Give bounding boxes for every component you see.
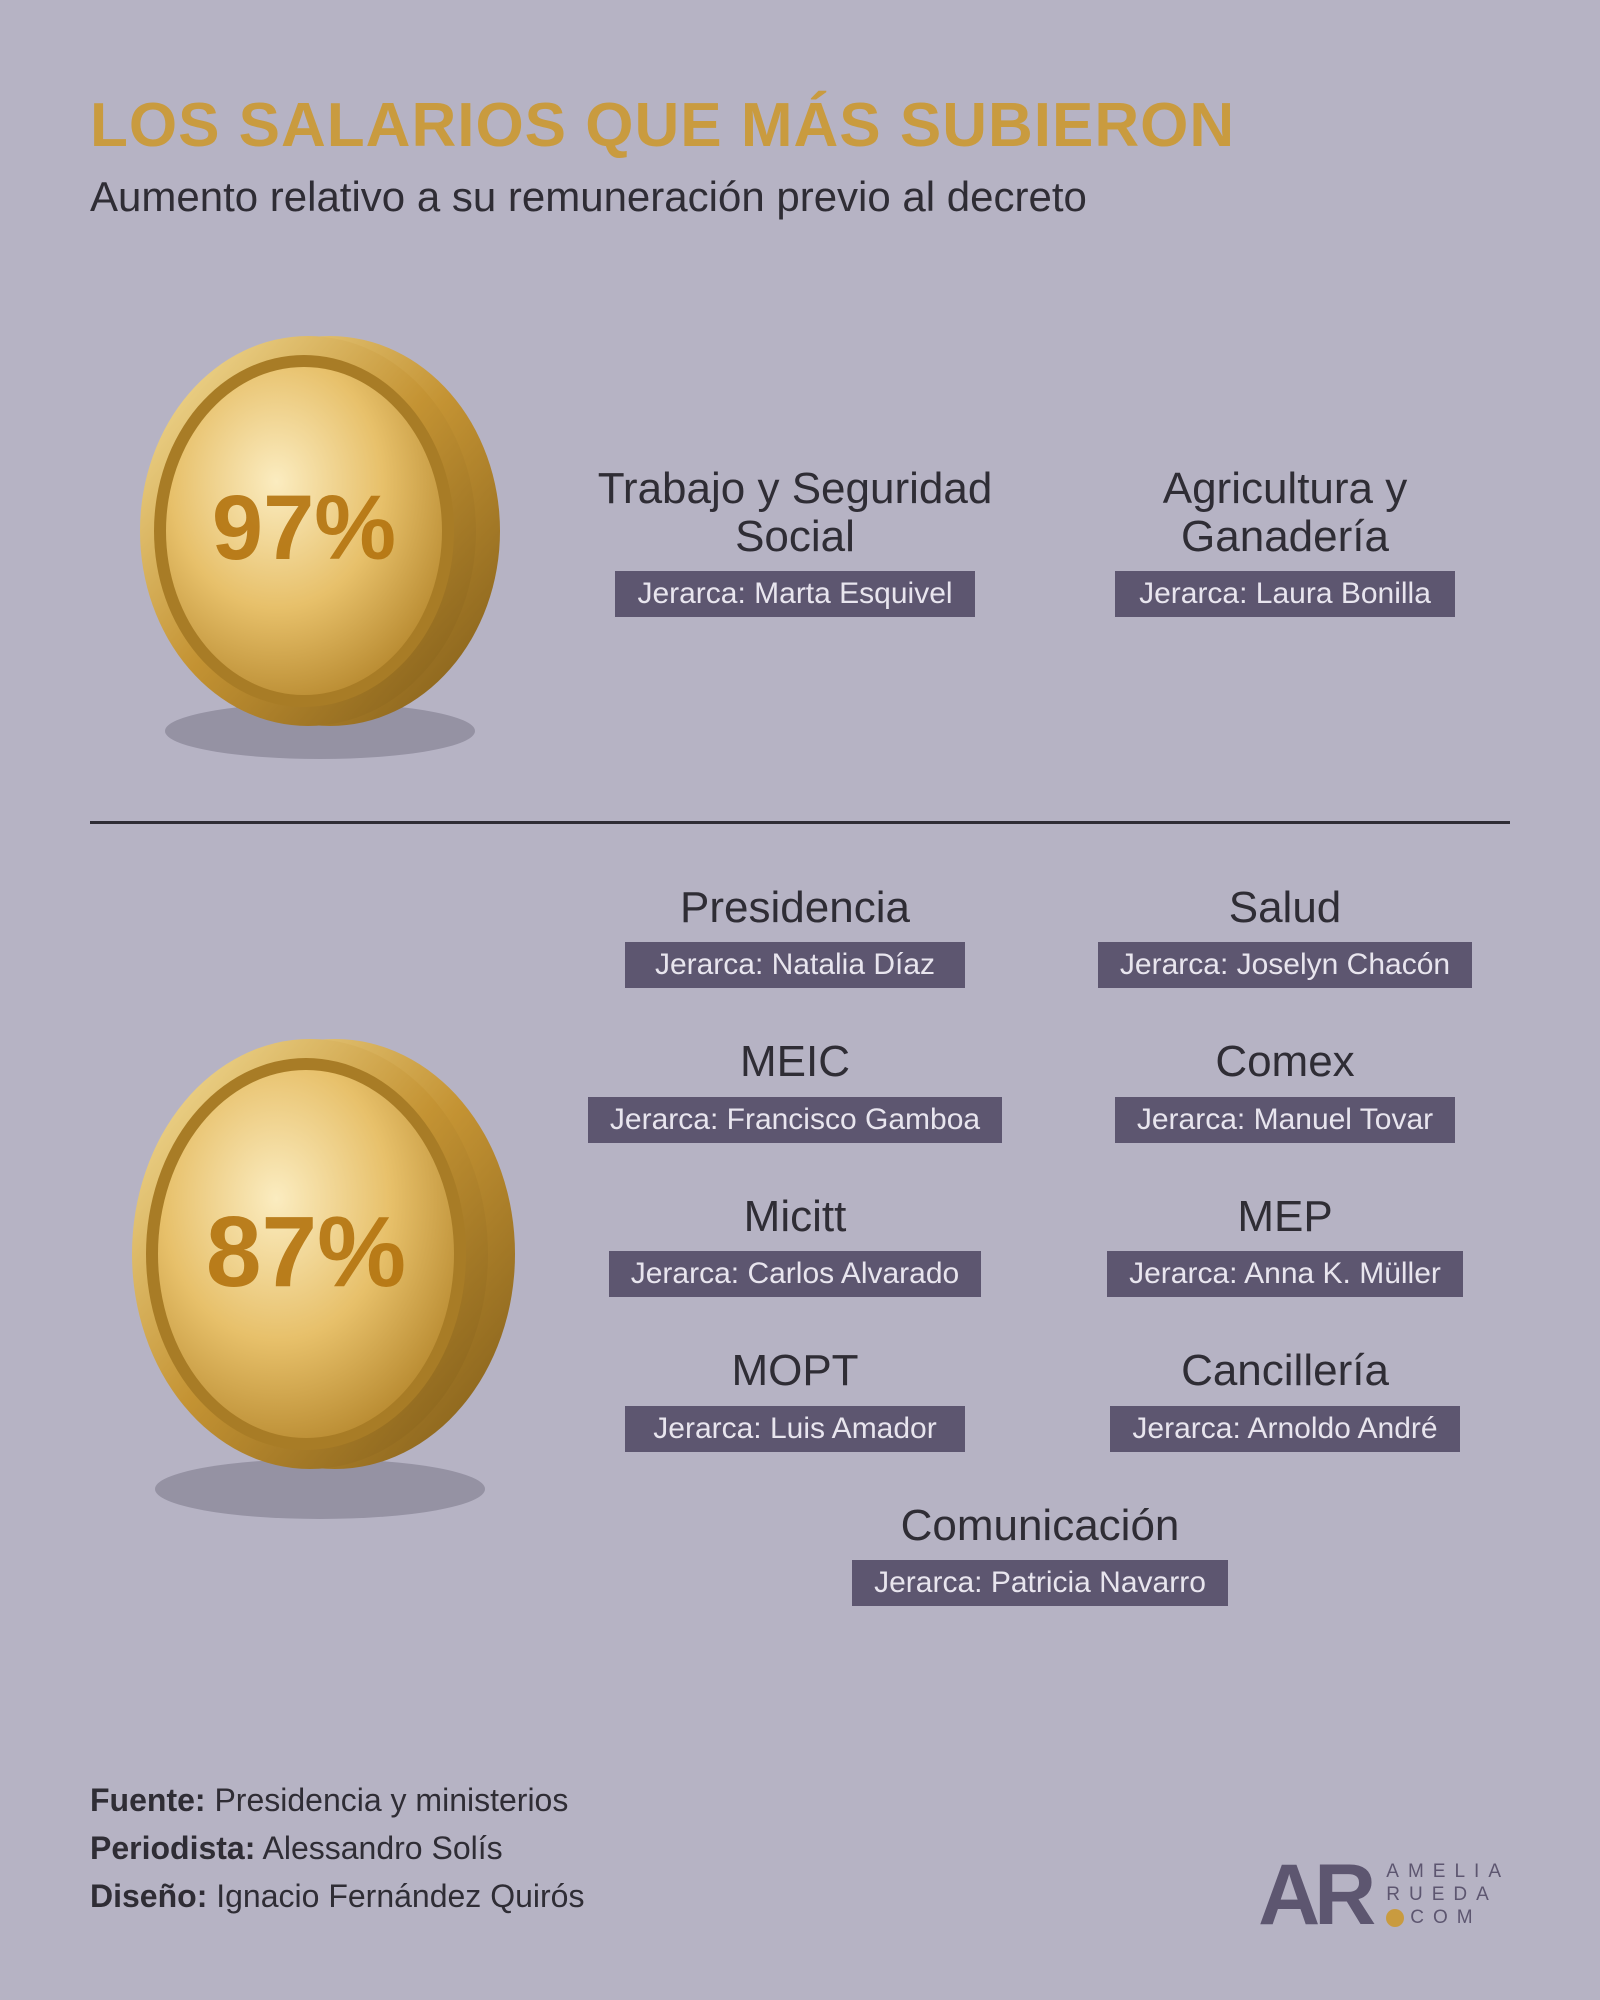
jerarca-tag: Jerarca: Marta Esquivel (615, 571, 974, 617)
jerarca-tag: Jerarca: Laura Bonilla (1115, 571, 1455, 617)
ministry-item: Comex Jerarca: Manuel Tovar (1060, 1038, 1510, 1142)
page-title: LOS SALARIOS QUE MÁS SUBIERON (90, 90, 1510, 161)
periodista-label: Periodista: (90, 1830, 255, 1866)
brand-line2: RUEDA (1386, 1884, 1510, 1907)
ministry-name: MEP (1060, 1193, 1510, 1241)
ministry-item: Micitt Jerarca: Carlos Alvarado (570, 1193, 1020, 1297)
ministry-name: MOPT (570, 1347, 1020, 1395)
jerarca-tag: Jerarca: Francisco Gamboa (588, 1097, 1002, 1143)
ministry-name: Presidencia (570, 884, 1020, 932)
page-subtitle: Aumento relativo a su remuneración previ… (90, 173, 1510, 221)
ministry-item: MEP Jerarca: Anna K. Müller (1060, 1193, 1510, 1297)
footer-credits: Fuente: Presidencia y ministerios Period… (90, 1776, 584, 1920)
fuente-value: Presidencia y ministerios (214, 1782, 568, 1818)
diseno-label: Diseño: (90, 1878, 207, 1914)
jerarca-tag: Jerarca: Arnoldo André (1110, 1406, 1459, 1452)
ministry-name: MEIC (570, 1038, 1020, 1086)
gold-coin-icon: 87% (90, 1004, 530, 1524)
brand-logo: AR AMELIA RUEDA COM (1258, 1861, 1510, 1930)
section-97: 97% Trabajo y Seguridad Social Jerarca: … (90, 281, 1510, 821)
periodista-value: Alessandro Solís (263, 1830, 503, 1866)
ministry-name: Comunicación (805, 1502, 1275, 1550)
gold-coin-icon: 97% (90, 321, 530, 761)
section-87: 87% Presidencia Jerarca: Natalia Díaz Sa… (90, 824, 1510, 1666)
brand-line1: AMELIA (1386, 1861, 1510, 1884)
ministry-name: Comex (1060, 1038, 1510, 1086)
ministry-name: Agricultura y Ganadería (1060, 465, 1510, 562)
ministry-item: Agricultura y Ganadería Jerarca: Laura B… (1060, 465, 1510, 618)
coin-percent-label: 97% (212, 477, 396, 579)
ministry-item: Salud Jerarca: Joselyn Chacón (1060, 884, 1510, 988)
ministry-name: Trabajo y Seguridad Social (570, 465, 1020, 562)
coin-97: 97% (90, 321, 530, 761)
brand-text: AMELIA RUEDA COM (1386, 1861, 1510, 1929)
brand-line3: COM (1410, 1907, 1481, 1928)
jerarca-tag: Jerarca: Luis Amador (625, 1406, 965, 1452)
ministry-name: Salud (1060, 884, 1510, 932)
jerarca-tag: Jerarca: Joselyn Chacón (1098, 942, 1472, 988)
ministry-item: Cancillería Jerarca: Arnoldo André (1060, 1347, 1510, 1451)
coin-87: 87% (90, 1004, 530, 1524)
ministry-name: Cancillería (1060, 1347, 1510, 1395)
ministries-grid-87: Presidencia Jerarca: Natalia Díaz Salud … (570, 884, 1510, 1606)
jerarca-tag: Jerarca: Patricia Navarro (852, 1560, 1228, 1606)
jerarca-tag: Jerarca: Anna K. Müller (1107, 1251, 1463, 1297)
brand-initials: AR (1258, 1861, 1370, 1930)
ministry-item: Comunicación Jerarca: Patricia Navarro (805, 1502, 1275, 1606)
ministry-name: Micitt (570, 1193, 1020, 1241)
jerarca-tag: Jerarca: Carlos Alvarado (609, 1251, 981, 1297)
brand-dot-icon (1386, 1909, 1404, 1927)
ministry-item: MOPT Jerarca: Luis Amador (570, 1347, 1020, 1451)
jerarca-tag: Jerarca: Natalia Díaz (625, 942, 965, 988)
ministries-grid-97: Trabajo y Seguridad Social Jerarca: Mart… (570, 465, 1510, 618)
fuente-label: Fuente: (90, 1782, 206, 1818)
jerarca-tag: Jerarca: Manuel Tovar (1115, 1097, 1455, 1143)
diseno-value: Ignacio Fernández Quirós (216, 1878, 584, 1914)
coin-percent-label: 87% (206, 1196, 406, 1308)
ministry-item: MEIC Jerarca: Francisco Gamboa (570, 1038, 1020, 1142)
ministry-item: Trabajo y Seguridad Social Jerarca: Mart… (570, 465, 1020, 618)
ministry-item: Presidencia Jerarca: Natalia Díaz (570, 884, 1020, 988)
